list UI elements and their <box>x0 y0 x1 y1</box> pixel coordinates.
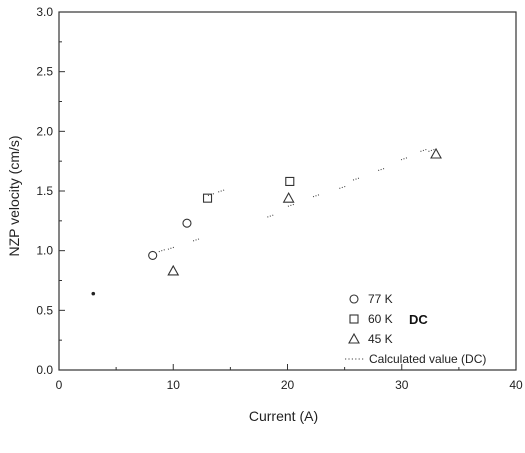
x-tick-label: 0 <box>56 378 63 392</box>
y-tick-label: 0.0 <box>36 363 53 377</box>
y-tick-label: 3.0 <box>36 5 53 19</box>
triangle-point <box>282 192 295 203</box>
series-calculated-value <box>158 148 435 253</box>
triangle-point <box>167 264 180 276</box>
legend-group-label: DC <box>409 312 428 327</box>
legend: 77 K 60 K 45 K Calculated value (DC) DC <box>345 292 486 366</box>
legend-label: 60 K <box>368 312 393 326</box>
x-axis-ticks: 0 10 20 30 40 <box>56 364 523 392</box>
x-axis-title: Current (A) <box>249 408 318 424</box>
calculated-point <box>167 246 175 250</box>
y-tick-label: 0.5 <box>36 303 53 317</box>
triangle-point <box>430 147 442 159</box>
calculated-point <box>287 203 295 207</box>
calculated-point <box>267 214 274 218</box>
calculated-point <box>420 148 427 152</box>
x-tick-label: 10 <box>167 378 181 392</box>
calculated-point <box>400 157 408 161</box>
y-tick-label: 2.0 <box>36 124 53 138</box>
calculated-point <box>428 148 435 152</box>
series-60-k <box>202 176 295 203</box>
calculated-point <box>158 249 165 253</box>
calculated-point <box>378 167 385 172</box>
calculated-point <box>312 194 320 198</box>
circle-point <box>148 250 158 260</box>
circle-point <box>182 218 192 228</box>
calculated-point <box>339 185 346 189</box>
y-tick-label: 2.5 <box>36 65 53 79</box>
y-axis-title: NZP velocity (cm/s) <box>6 135 22 256</box>
data-marks <box>91 147 442 296</box>
series-45-k <box>167 147 442 276</box>
square-point <box>202 193 213 203</box>
legend-circle-swatch <box>349 294 359 304</box>
series-77-k <box>148 218 192 260</box>
x-tick-label: 40 <box>509 378 523 392</box>
calculated-point <box>352 177 360 181</box>
calculated-point <box>192 238 200 242</box>
calculated-point <box>218 189 225 193</box>
single-point <box>91 291 96 296</box>
y-tick-label: 1.0 <box>36 244 53 258</box>
legend-triangle-swatch <box>348 332 360 344</box>
square-point <box>285 176 295 187</box>
legend-label: 45 K <box>368 332 393 346</box>
x-tick-label: 30 <box>395 378 409 392</box>
x-tick-label: 20 <box>281 378 295 392</box>
y-axis-ticks: 0.0 0.5 1.0 1.5 2.0 2.5 3.0 <box>36 5 65 377</box>
y-tick-label: 1.5 <box>36 184 53 198</box>
legend-label: 77 K <box>368 292 393 306</box>
legend-label: Calculated value (DC) <box>369 352 486 366</box>
legend-square-swatch <box>349 314 359 324</box>
